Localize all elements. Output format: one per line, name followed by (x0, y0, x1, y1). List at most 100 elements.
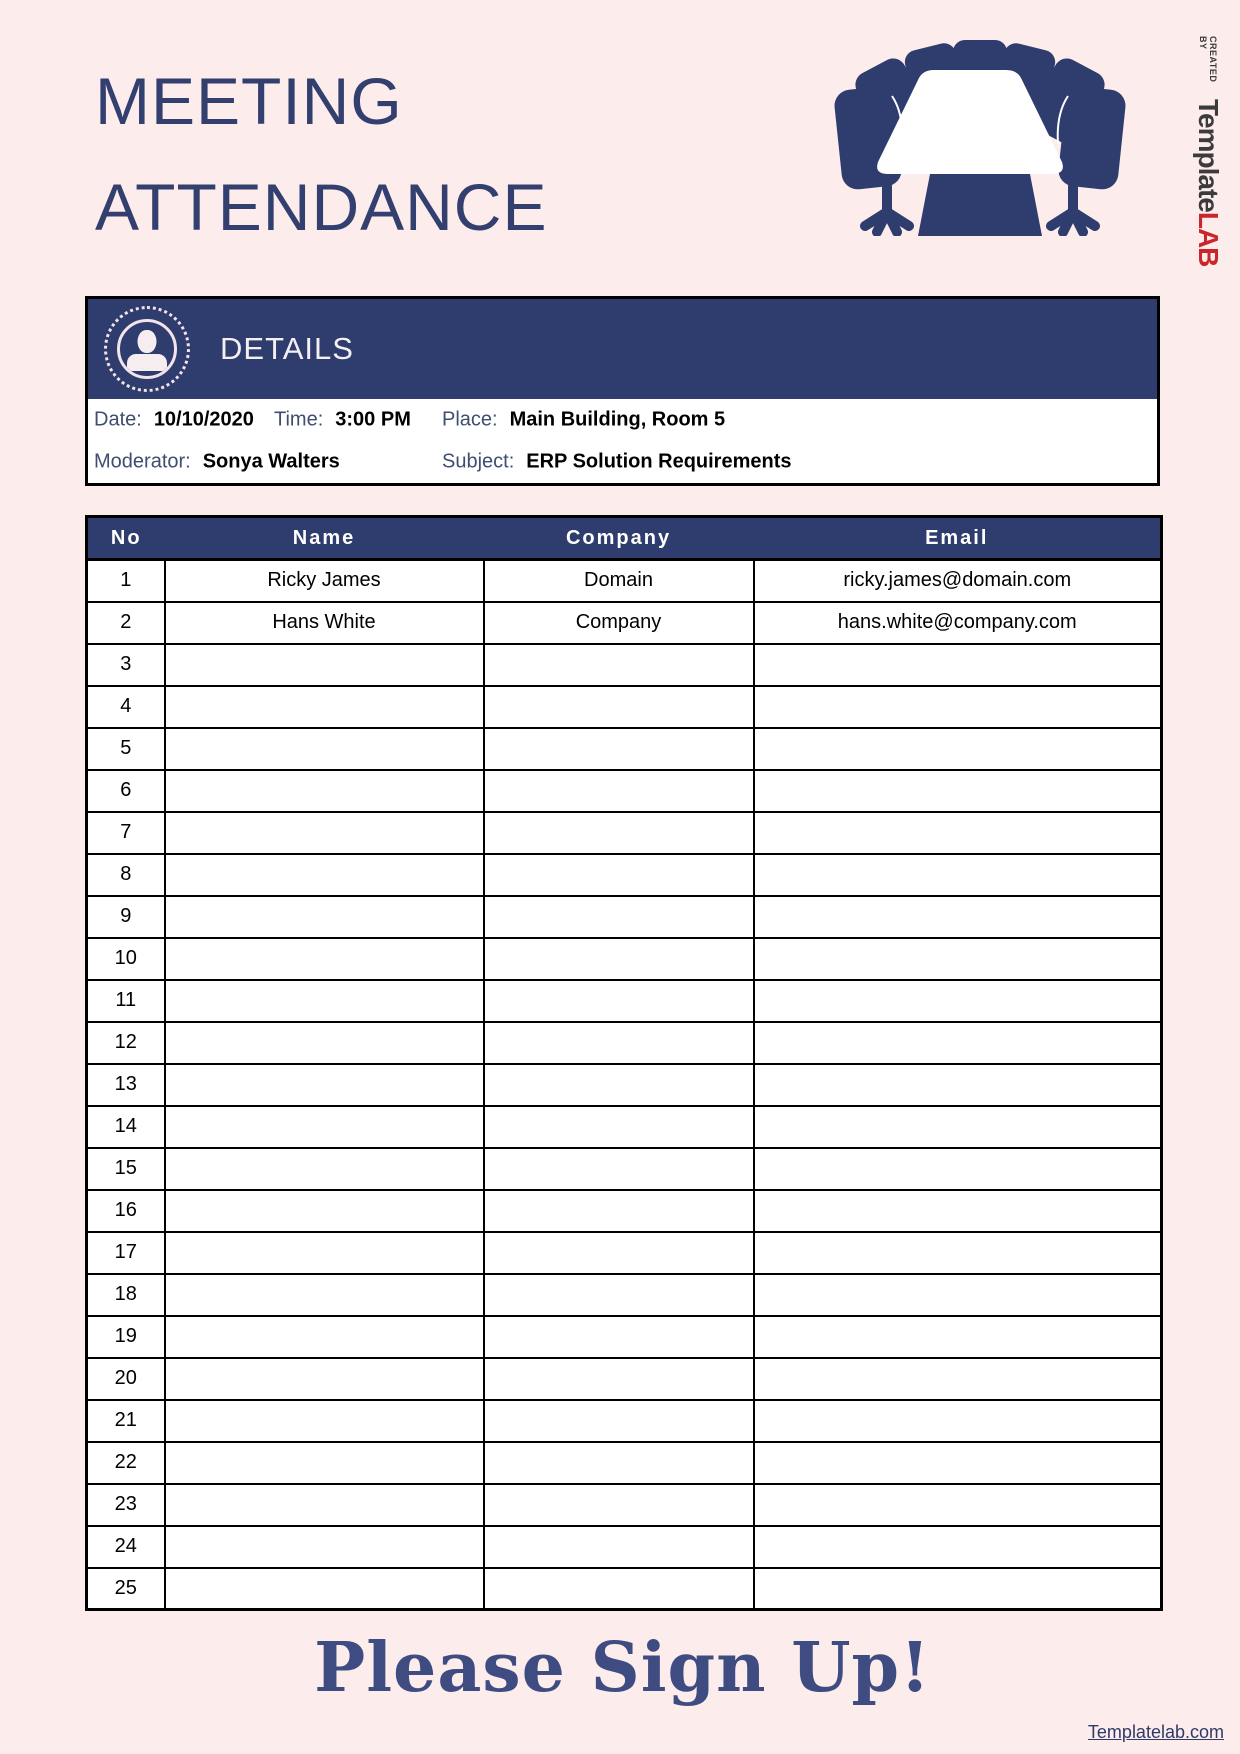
table-row: 5 (85, 726, 1163, 771)
cell-name (163, 1146, 485, 1191)
time-label: Time: (274, 408, 324, 431)
cell-no: 20 (85, 1356, 166, 1401)
cell-company (482, 810, 755, 855)
table-row: 8 (85, 852, 1163, 897)
cell-no: 11 (85, 978, 166, 1023)
details-info: Date: 10/10/2020 Time: 3:00 PM Place: Main … (88, 399, 1157, 483)
logo-lab-text: LAB (1193, 211, 1224, 266)
cell-name (163, 1482, 485, 1527)
cell-company (482, 1188, 755, 1233)
cell-no: 8 (85, 852, 166, 897)
cell-company: Domain (482, 558, 755, 603)
cell-company (482, 1230, 755, 1275)
cell-no: 17 (85, 1230, 166, 1275)
cell-email (752, 1440, 1163, 1485)
cell-email (752, 852, 1163, 897)
cell-email (752, 1062, 1163, 1107)
cell-no: 19 (85, 1314, 166, 1359)
cell-name (163, 810, 485, 855)
cell-company (482, 1020, 755, 1065)
cell-no: 6 (85, 768, 166, 813)
cell-company (482, 894, 755, 939)
templatelab-logo: CREATED BY TemplateLAB (1192, 36, 1224, 266)
cell-no: 18 (85, 1272, 166, 1317)
table-row: 16 (85, 1188, 1163, 1233)
cell-no: 24 (85, 1524, 166, 1569)
cell-name (163, 768, 485, 813)
table-row: 4 (85, 684, 1163, 729)
cell-name (163, 1314, 485, 1359)
cell-no: 12 (85, 1020, 166, 1065)
col-header-no: No (86, 516, 165, 561)
cell-name: Hans White (163, 600, 485, 645)
cell-company (482, 852, 755, 897)
date-value: 10/10/2020 (153, 408, 254, 431)
cell-no: 10 (85, 936, 166, 981)
cell-email (752, 1146, 1163, 1191)
field-subject: Subject: ERP Solution Requirements (442, 451, 792, 474)
person-icon (117, 319, 177, 379)
header-row: No Name Company Email (86, 516, 1162, 561)
table-row: 6 (85, 768, 1163, 813)
cell-no: 21 (85, 1398, 166, 1443)
table-row: 9 (85, 894, 1163, 939)
attendance-table-header: No Name Company Email (86, 516, 1162, 561)
cell-email (752, 768, 1163, 813)
cell-email (752, 726, 1163, 771)
table-row: 25 (85, 1566, 1163, 1611)
cell-email (752, 642, 1163, 687)
cell-no: 23 (85, 1482, 166, 1527)
subject-label: Subject: (442, 450, 515, 473)
moderator-value: Sonya Walters (202, 450, 340, 473)
table-row: 3 (85, 642, 1163, 687)
field-moderator: Moderator: Sonya Walters (94, 451, 340, 474)
logo-wordmark: TemplateLAB (1192, 99, 1224, 266)
date-label: Date: (94, 408, 142, 431)
sign-up-cta: Please Sign Up! (314, 1628, 931, 1708)
table-row: 10 (85, 936, 1163, 981)
cell-name (163, 1272, 485, 1317)
page-title: MEETING ATTENDANCE (95, 48, 547, 260)
cell-company (482, 1566, 755, 1611)
cell-email (752, 936, 1163, 981)
cell-email (752, 1356, 1163, 1401)
cell-company (482, 1146, 755, 1191)
page-title-line2: ATTENDANCE (95, 170, 548, 244)
cell-name (163, 1062, 485, 1107)
table-row: 22 (85, 1440, 1163, 1485)
cell-name (163, 726, 485, 771)
cell-company (482, 1314, 755, 1359)
cell-no: 15 (85, 1146, 166, 1191)
cell-name (163, 1524, 485, 1569)
cell-name (163, 978, 485, 1023)
cell-name (163, 684, 485, 729)
cell-no: 14 (85, 1104, 166, 1149)
cell-email (752, 684, 1163, 729)
cell-company (482, 936, 755, 981)
cell-email (752, 1482, 1163, 1527)
cell-company (482, 1272, 755, 1317)
cell-email (752, 1566, 1163, 1611)
cell-no: 4 (85, 684, 166, 729)
table-row: 23 (85, 1482, 1163, 1527)
table-row: 20 (85, 1356, 1163, 1401)
cell-name (163, 1104, 485, 1149)
templatelab-link[interactable]: Templatelab.com (1087, 1722, 1224, 1742)
logo-created-by: CREATED BY (1198, 36, 1218, 83)
cell-name (163, 852, 485, 897)
cell-name (163, 1230, 485, 1275)
person-circle-icon (104, 306, 190, 392)
table-row: 1 Ricky James Domain ricky.james@domain.com (85, 558, 1163, 603)
table-row: 21 (85, 1398, 1163, 1443)
cell-no: 1 (85, 558, 166, 603)
subject-value: ERP Solution Requirements (526, 450, 792, 473)
cell-name (163, 1356, 485, 1401)
attendance-table: No Name Company Email 1 Ricky James Domain… (85, 515, 1163, 1611)
cell-no: 2 (85, 600, 166, 645)
cell-no: 25 (85, 1566, 166, 1611)
cell-company (482, 642, 755, 687)
cell-email (752, 1398, 1163, 1443)
cell-company (482, 684, 755, 729)
table-row: 19 (85, 1314, 1163, 1359)
cell-email (752, 1020, 1163, 1065)
